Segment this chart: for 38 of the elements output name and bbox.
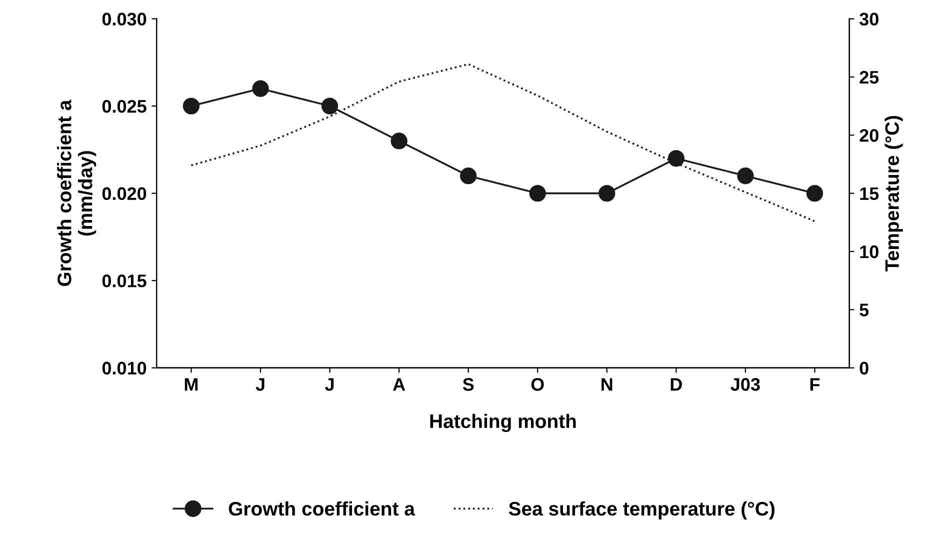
x-tick-label: O (531, 378, 544, 391)
point (598, 184, 616, 202)
point (182, 98, 200, 114)
y-tick-label: 0.010 (102, 362, 146, 375)
line-series (190, 63, 816, 222)
y-tick-label: 0.025 (102, 100, 146, 113)
x-tick-label: J (256, 378, 264, 391)
point (460, 168, 477, 184)
point (252, 80, 269, 97)
x-tick-label: A (392, 378, 406, 391)
y2-tick-label: 5 (860, 304, 869, 316)
y-tick-label: 0.030 (102, 12, 146, 26)
legend-label: Sea surface temperature (°C) (508, 501, 774, 520)
y-axis-title: Growth coefficient a (mm/day) (57, 100, 96, 286)
x-axis-title: Hatching month (430, 414, 576, 432)
y-tick-label: 0.020 (102, 187, 146, 200)
point (737, 168, 754, 184)
point (668, 150, 684, 167)
x-tick-label: S (462, 378, 474, 391)
y2-tick-label: 20 (860, 129, 878, 142)
point (321, 98, 338, 114)
x-tick-label: J (325, 378, 334, 391)
x-tick-label: F (810, 378, 820, 391)
y2-tick-label: 15 (860, 187, 879, 200)
point (806, 184, 824, 202)
x-tick-label: D (670, 378, 682, 391)
y2-tick-label: 30 (859, 12, 878, 26)
x-tick-label: J03 (730, 378, 760, 391)
point (390, 132, 408, 150)
x-tick-label: N (602, 378, 612, 391)
y2-tick-label: 10 (860, 245, 878, 258)
y2-tick-label: 0 (860, 362, 868, 375)
point (529, 184, 546, 202)
x-tick-label: M (184, 378, 198, 391)
y2-tick-label: 25 (860, 70, 879, 84)
legend-label: Growth coefficient a (228, 501, 416, 516)
y-tick-label: 0.015 (102, 274, 146, 288)
y2-axis-title: Temperature (°C) (884, 116, 903, 272)
